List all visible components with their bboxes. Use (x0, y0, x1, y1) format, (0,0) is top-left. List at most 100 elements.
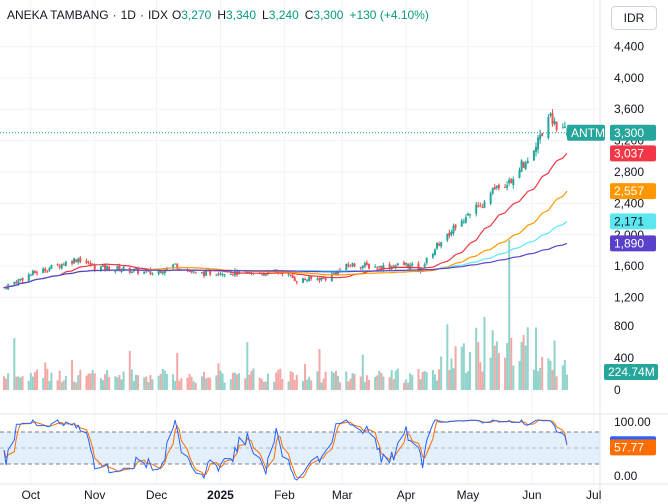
volume-bar (301, 381, 304, 390)
volume-bar (101, 380, 104, 390)
candle-body (163, 270, 166, 274)
symbol-name[interactable]: ANEKA TAMBANG (7, 8, 109, 22)
candle-body (172, 264, 175, 268)
symbol-header[interactable]: ANEKA TAMBANG · 1D · IDX O 3,270 H 3,340… (7, 8, 435, 22)
candle-body (229, 273, 232, 275)
volume-bar (322, 378, 325, 390)
moving-averages (3, 152, 568, 289)
volume-bar (21, 376, 24, 390)
candle-body (231, 273, 234, 275)
ma4-badge-bg (610, 235, 656, 252)
volume-bar (192, 381, 195, 390)
volume-bar (469, 351, 472, 390)
time-axis[interactable]: Oct Nov Dec 2025 Feb Mar Apr May Jun Jul (21, 488, 601, 502)
volume-bar (462, 343, 465, 390)
volume-bar (15, 376, 18, 390)
candle-body (359, 267, 362, 269)
candle-body (93, 264, 96, 270)
volume-bar (122, 371, 125, 390)
candle-body (79, 257, 82, 262)
ma2-badge-bg (610, 183, 656, 200)
volume-tick-label: 400 (614, 351, 634, 365)
volume-bar (382, 376, 385, 390)
volume-bar (324, 371, 327, 390)
volume-bar (380, 372, 383, 390)
time-tick-label: Nov (84, 488, 105, 502)
candle-body (508, 179, 511, 184)
candle-body (108, 266, 111, 271)
candle-body (504, 186, 507, 188)
volume-bar (537, 370, 540, 390)
volume-bar (396, 368, 399, 390)
candle-body (260, 274, 263, 276)
candle-body (469, 214, 472, 216)
candle-body (438, 243, 441, 246)
stoch-d-badge-bg (610, 439, 656, 456)
volume-bar (295, 374, 298, 390)
candle-body (448, 232, 451, 236)
candle-body (71, 261, 74, 264)
volume-bar (205, 378, 208, 390)
candle-body (493, 187, 496, 190)
candle-body (506, 185, 509, 188)
candle-body (149, 269, 152, 274)
volume-bar (273, 381, 276, 390)
open-value: 3,270 (181, 8, 212, 22)
candle-body (116, 266, 119, 271)
volume-bar (161, 368, 164, 390)
price-tick-label: 2,400 (614, 196, 644, 210)
price-tick-label: 2,800 (614, 165, 644, 179)
candle-body (56, 263, 59, 265)
volume-bar (289, 371, 292, 390)
candle-body (137, 268, 140, 274)
candle-body (334, 272, 337, 275)
volume-bar (50, 372, 53, 390)
volume-bar (390, 370, 393, 390)
candle-body (151, 273, 154, 275)
ma2-badge: 2,557 (614, 184, 644, 198)
candle-body (510, 179, 513, 184)
candle-body (481, 207, 484, 209)
price-axis[interactable]: 4,4004,0003,6003,2002,8002,4002,0001,600… (614, 39, 644, 304)
volume-bar (512, 365, 515, 390)
candle-body (466, 213, 469, 216)
candle-body (555, 121, 558, 130)
candle-body (21, 277, 24, 281)
candle-body (324, 278, 327, 281)
candle-body (145, 270, 148, 272)
volume-bar (421, 371, 424, 390)
volume-bar (403, 382, 406, 390)
close-label: C (304, 8, 314, 22)
candle-body (479, 205, 482, 207)
candle-body (73, 258, 76, 264)
volume-bar (137, 375, 140, 390)
volume-bar (87, 373, 90, 390)
volume-bar (539, 367, 542, 390)
candle-body (262, 273, 265, 276)
candle-body (345, 263, 348, 272)
volume-bar (108, 377, 111, 390)
volume-bar (394, 370, 397, 390)
candle-body (565, 132, 568, 136)
candle-body (382, 265, 385, 270)
candle-body (200, 272, 203, 274)
candle-body (161, 271, 164, 274)
candle-body (491, 187, 494, 194)
volume-bar (334, 370, 337, 390)
stoch-k-line (3, 419, 568, 481)
candle-body (176, 264, 179, 269)
interval[interactable]: 1D (120, 8, 136, 22)
currency-button[interactable]: IDR (611, 6, 657, 30)
candle-body (524, 162, 527, 170)
volume-bar (561, 365, 564, 390)
volume-bar (252, 368, 255, 390)
volume-bar (221, 373, 224, 390)
volume-bar (258, 377, 261, 390)
candle-body (526, 160, 529, 164)
candle-body (106, 265, 109, 271)
candle-body (118, 265, 121, 272)
candle-body (563, 126, 566, 129)
candle-body (178, 268, 181, 270)
volume-bar (349, 378, 352, 390)
